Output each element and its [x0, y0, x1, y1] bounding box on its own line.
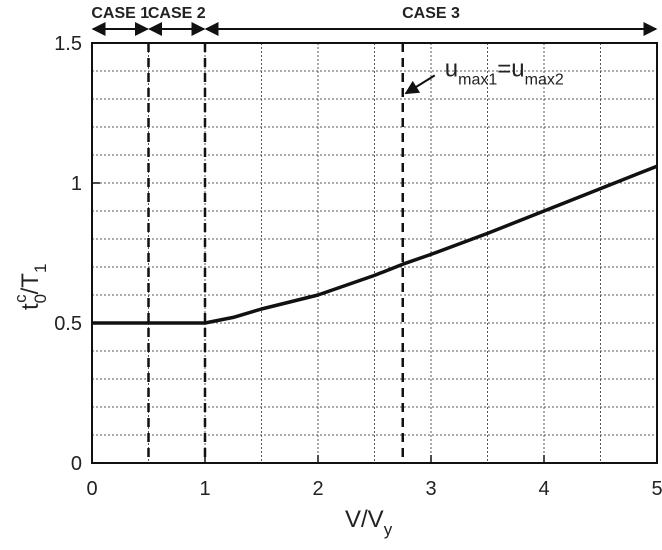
y-label-sup: c — [11, 294, 30, 303]
y-label-sub2: 1 — [31, 264, 50, 273]
x-label-main: V/V — [345, 506, 384, 533]
annotation-part: max2 — [525, 71, 564, 88]
case-label: CASE 2 — [148, 5, 206, 22]
x-tick-label: 2 — [312, 478, 323, 500]
annotation-part: u — [445, 55, 458, 82]
x-tick-label: 4 — [538, 478, 549, 500]
x-tick-label: 1 — [199, 478, 210, 500]
y-axis-label: t0c/T1 — [11, 264, 50, 310]
plot-frame — [91, 42, 658, 464]
y-label-mid: /T — [17, 273, 44, 295]
data-line — [92, 164, 658, 325]
x-tick-label: 0 — [86, 478, 97, 500]
y-tick-label: 0.5 — [54, 313, 82, 335]
x-label-sub: y — [384, 520, 393, 539]
annotation-part: max1 — [458, 71, 497, 88]
x-tick-label: 5 — [651, 478, 662, 500]
y-tick-label: 1 — [71, 173, 82, 195]
case-label: CASE 1 — [91, 5, 149, 22]
annotation-arrow — [404, 74, 436, 95]
case-label: CASE 3 — [402, 5, 460, 22]
annotation-part: =u — [497, 55, 524, 82]
x-tick-label: 3 — [425, 478, 436, 500]
annotation: umax1=umax2 — [445, 55, 564, 88]
y-label-base: t — [17, 303, 44, 310]
y-tick-label: 1.5 — [54, 33, 82, 55]
y-tick-label: 0 — [71, 453, 82, 475]
y-label-sub: 0 — [31, 294, 50, 303]
x-axis-label: V/Vy — [345, 506, 393, 539]
